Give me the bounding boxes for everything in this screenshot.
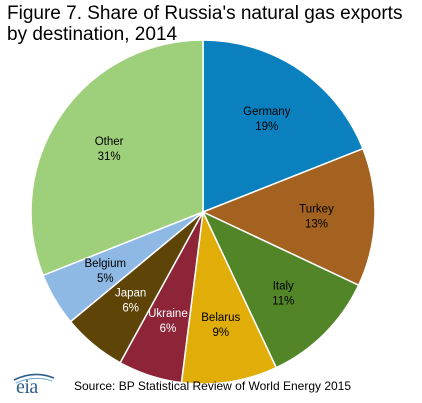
eia-logo-text: eia	[16, 376, 38, 398]
pie-slice-germany	[202, 39, 364, 214]
slice-value-belgium: 5%	[97, 273, 114, 285]
pie-slice-other	[30, 39, 204, 277]
slice-label-ukraine: Ukraine	[148, 308, 188, 320]
pie-slice-turkey	[201, 147, 376, 287]
chart-title: Figure 7. Share of Russia's natural gas …	[7, 3, 403, 45]
eia-logo-mark-icon	[13, 373, 55, 384]
slice-value-germany: 19%	[255, 121, 278, 133]
slice-value-italy: 11%	[272, 295, 294, 307]
slice-value-ukraine: 6%	[160, 323, 177, 335]
slice-label-germany: Germany	[243, 106, 291, 118]
slice-label-belgium: Belgium	[85, 258, 127, 270]
footer: eia Source: BP Statistical Review of Wor…	[12, 372, 412, 398]
slice-label-turkey: Turkey	[299, 204, 334, 216]
pie-labels: Germany 19% Turkey 13% Italy 11% Belarus 9% Ukra…	[85, 106, 335, 339]
slice-label-italy: Italy	[273, 280, 294, 292]
slice-value-belarus: 9%	[212, 327, 229, 339]
slice-value-other: 31%	[98, 151, 121, 163]
pie-slices	[30, 39, 376, 385]
slice-value-japan: 6%	[122, 302, 139, 314]
slice-value-turkey: 13%	[305, 219, 328, 231]
slice-label-japan: Japan	[115, 287, 146, 299]
pie-slice-belarus	[180, 209, 278, 385]
slice-label-belarus: Belarus	[201, 312, 240, 324]
pie-slice-italy	[201, 210, 360, 369]
source-note: Source: BP Statistical Review of World E…	[74, 379, 352, 393]
eia-logo: eia	[12, 372, 56, 398]
slice-label-other: Other	[95, 136, 124, 148]
